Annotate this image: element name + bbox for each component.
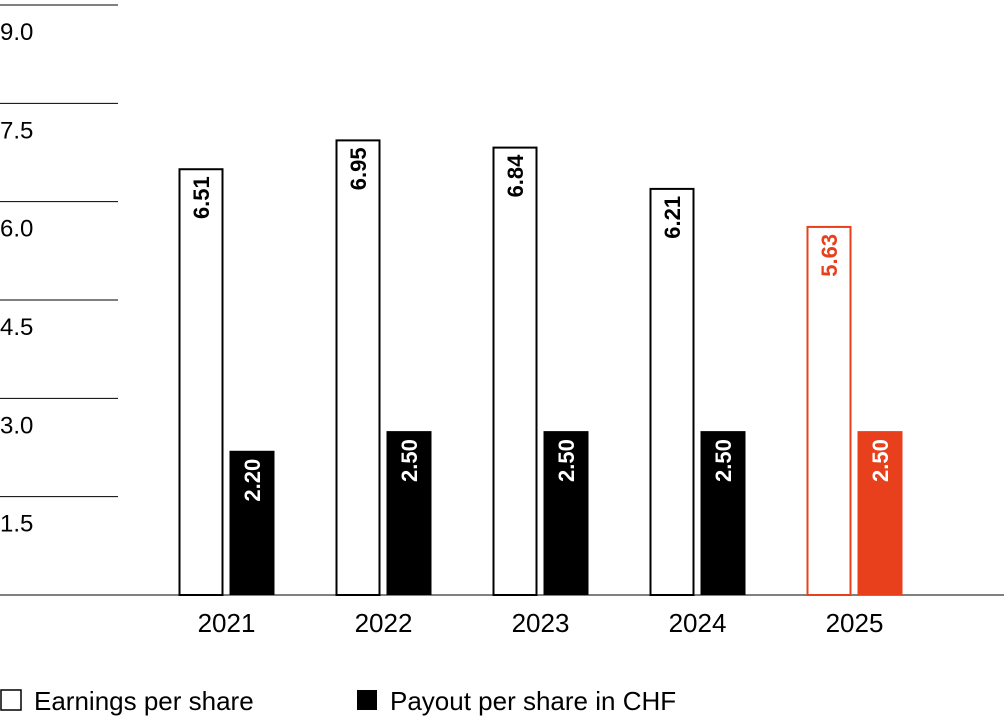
- y-tick-label: 6.0: [0, 216, 33, 243]
- value-label: 2.50: [868, 439, 893, 482]
- value-label: 2.50: [711, 439, 736, 482]
- bar: [386, 431, 432, 595]
- y-tick-label: 4.5: [0, 314, 33, 341]
- value-label: 2.50: [554, 439, 579, 482]
- y-tick-label: 9.0: [0, 19, 33, 46]
- x-tick-label: 2025: [826, 608, 884, 638]
- bar: [649, 187, 695, 596]
- x-tick-label: 2022: [355, 608, 413, 638]
- legend-label: Earnings per share: [34, 686, 254, 716]
- y-tick-label: 7.5: [0, 117, 33, 144]
- value-label: 6.21: [660, 196, 685, 239]
- x-tick-label: 2023: [512, 608, 570, 638]
- x-tick-label: 2024: [669, 608, 727, 638]
- bar: [178, 168, 224, 596]
- bar: [700, 431, 746, 595]
- y-tick-label: 3.0: [0, 412, 33, 439]
- bar: [806, 225, 852, 597]
- legend-swatch: [357, 690, 377, 710]
- legend-swatch: [0, 689, 22, 711]
- value-label: 2.20: [240, 459, 265, 502]
- value-label: 2.50: [397, 439, 422, 482]
- x-tick-label: 2021: [198, 608, 256, 638]
- bar: [335, 139, 381, 596]
- bar: [543, 431, 589, 595]
- bar: [229, 450, 275, 595]
- value-label: 6.84: [503, 154, 528, 198]
- y-tick-label: 1.5: [0, 511, 33, 538]
- bar: [492, 146, 538, 596]
- value-label: 6.51: [189, 176, 214, 219]
- legend-label: Payout per share in CHF: [390, 686, 676, 716]
- bar: [857, 431, 903, 595]
- value-label: 6.95: [346, 147, 371, 190]
- value-label: 5.63: [817, 234, 842, 277]
